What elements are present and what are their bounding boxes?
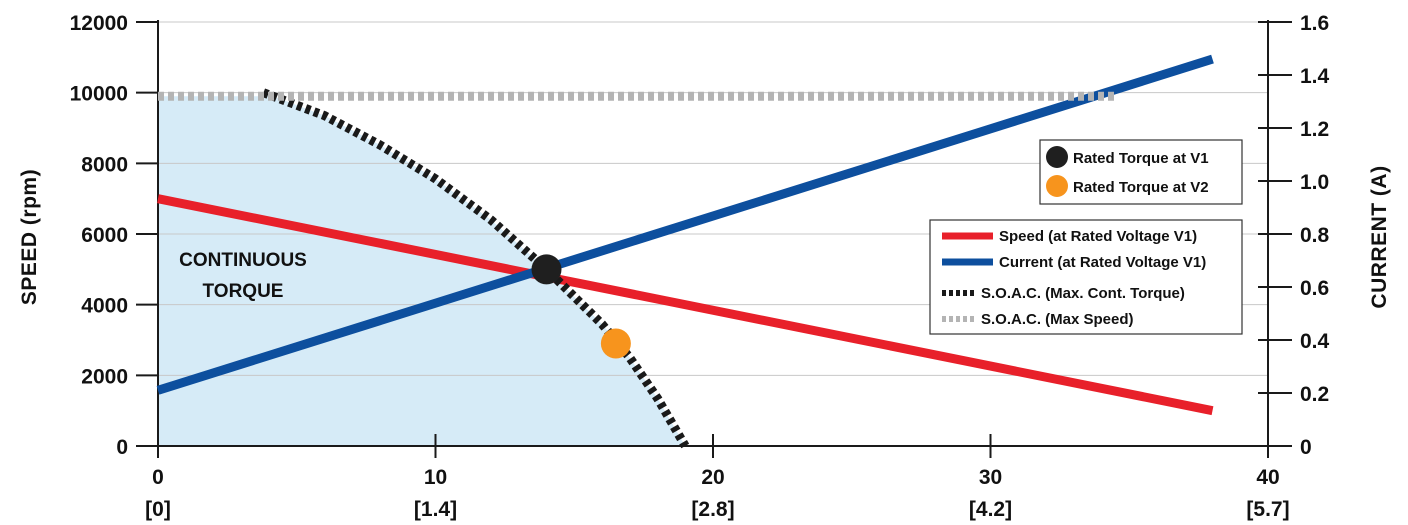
y-left-tick-label-10000: 10000 bbox=[70, 83, 128, 106]
line-legend: Speed (at Rated Voltage V1) Current (at … bbox=[929, 219, 1243, 335]
y-right-tick-label-0.6: 0.6 bbox=[1300, 277, 1329, 300]
y-left-tick-label-6000: 6000 bbox=[81, 224, 128, 247]
region-label-line2: TORQUE bbox=[203, 281, 284, 302]
y-right-tick-label-1.6: 1.6 bbox=[1300, 12, 1329, 35]
legend-marker-v2 bbox=[1046, 175, 1068, 197]
x-tick-label-40: 40 bbox=[1256, 466, 1279, 489]
y-right-tick-label-0.8: 0.8 bbox=[1300, 224, 1330, 247]
y-left-tick-label-4000: 4000 bbox=[81, 295, 128, 318]
y-left-tick-label-8000: 8000 bbox=[81, 153, 128, 176]
marker-legend: Rated Torque at V1 Rated Torque at V2 bbox=[1039, 139, 1243, 205]
x-tick-label-20: 20 bbox=[701, 466, 724, 489]
legend-line-soac-torque-label: S.O.A.C. (Max. Cont. Torque) bbox=[981, 285, 1185, 302]
y-right-tick-label-0.4: 0.4 bbox=[1300, 330, 1330, 353]
x-tick-label-10: 10 bbox=[424, 466, 447, 489]
y-right-tick-label-0: 0 bbox=[1300, 436, 1312, 459]
legend-line-speed-label: Speed (at Rated Voltage V1) bbox=[999, 228, 1197, 245]
y-right-tick-label-1.2: 1.2 bbox=[1300, 118, 1329, 141]
x-tick-secondary-label-1: [1.4] bbox=[414, 498, 457, 521]
marker-legend-box bbox=[1039, 139, 1243, 205]
y-left-tick-label-12000: 12000 bbox=[70, 12, 128, 35]
x-tick-secondary-label-3: [4.2] bbox=[969, 498, 1012, 521]
rated-torque-v2-marker bbox=[600, 328, 631, 359]
x-tick-label-0: 0 bbox=[152, 466, 164, 489]
soac-max-cont-torque-line bbox=[261, 88, 690, 449]
legend-marker-v1-label: Rated Torque at V1 bbox=[1073, 150, 1209, 167]
x-tick-secondary-label-0: [0] bbox=[145, 498, 171, 521]
y-right-tick-label-1.0: 1.0 bbox=[1300, 171, 1329, 194]
y-right-tick-label-0.2: 0.2 bbox=[1300, 383, 1329, 406]
x-tick-label-30: 30 bbox=[979, 466, 1002, 489]
legend-line-current-label: Current (at Rated Voltage V1) bbox=[999, 254, 1206, 271]
region-label-line1: CONTINUOUS bbox=[179, 250, 307, 271]
rated-torque-v1-marker bbox=[531, 254, 562, 285]
legend-marker-v1 bbox=[1046, 146, 1068, 168]
y-left-tick-label-2000: 2000 bbox=[81, 365, 128, 388]
y-left-tick-label-0: 0 bbox=[116, 436, 128, 459]
y-left-axis-title: SPEED (rpm) bbox=[18, 169, 41, 305]
x-tick-secondary-label-4: [5.7] bbox=[1246, 498, 1289, 521]
legend-marker-v2-label: Rated Torque at V2 bbox=[1073, 179, 1209, 196]
y-right-tick-label-1.4: 1.4 bbox=[1300, 65, 1330, 88]
plot-background-layer bbox=[158, 92, 686, 447]
series-layer bbox=[156, 54, 1214, 449]
legend-line-soac-speed-label: S.O.A.C. (Max Speed) bbox=[981, 311, 1134, 328]
current-line bbox=[156, 54, 1214, 395]
speed-line bbox=[157, 194, 1214, 416]
axes-layer: 0 2000 4000 6000 8000 10000 12000 0 0.2 0.4 0.6 0.8… bbox=[70, 12, 1330, 521]
continuous-torque-region bbox=[158, 92, 686, 447]
x-tick-secondary-label-2: [2.8] bbox=[691, 498, 734, 521]
markers-layer bbox=[531, 254, 631, 359]
y-right-axis-title: CURRENT (A) bbox=[1368, 165, 1391, 308]
